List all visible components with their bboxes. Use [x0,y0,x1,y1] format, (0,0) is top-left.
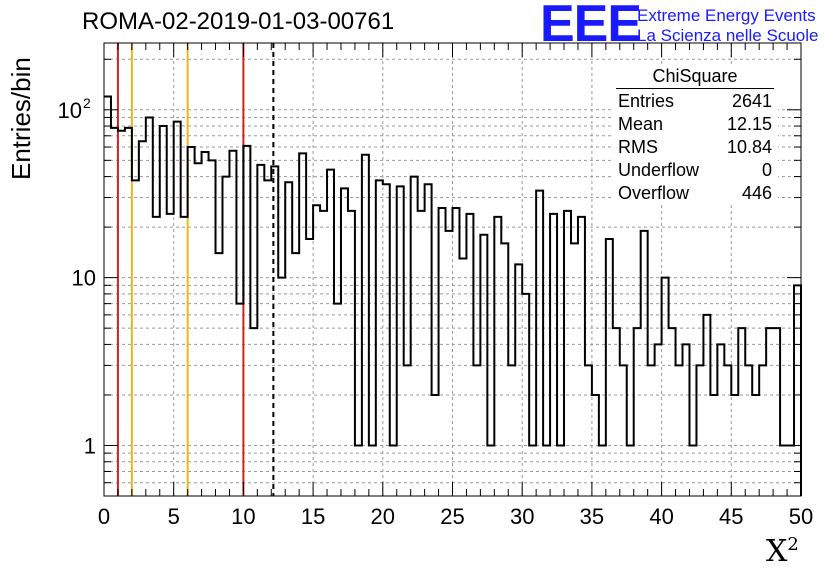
stats-label: Underflow [618,160,700,180]
stats-value: 446 [741,183,772,203]
stats-row-entries: Entries 2641 [612,90,778,113]
logo-line-1: Extreme Energy Events [637,6,816,25]
stats-value: 2641 [731,91,772,111]
x-tick-label: 10 [231,504,255,529]
x-tick-label: 25 [440,504,464,529]
stats-title: ChiSquare [616,66,774,89]
x-tick-label: 30 [510,504,534,529]
x-tick-label: 35 [580,504,604,529]
x-tick-label: 5 [168,504,180,529]
eee-logo: EEE [540,0,642,53]
x-tick-label: 40 [649,504,673,529]
x-tick-label: 45 [719,504,743,529]
x-tick-label: 15 [301,504,325,529]
stats-value: 12.15 [726,114,772,134]
y-tick-label-exponent: 2 [83,95,91,111]
x-tick-label: 20 [371,504,395,529]
stats-value: 10.84 [726,137,772,157]
histogram-series [104,95,802,496]
x-axis-label: X2 [766,534,799,569]
stats-box: ChiSquare Entries 2641 Mean 12.15 RMS 10.84… [612,66,778,205]
x-axis-label-sup: 2 [787,534,799,555]
y-tick-label: 10 [58,98,82,123]
stats-row-mean: Mean 12.15 [612,113,778,136]
y-tick-label: 10 [72,266,96,291]
stats-label: Overflow [618,183,690,203]
chart-title: ROMA-02-2019-01-03-00761 [82,8,395,35]
x-tick-label: 0 [98,504,110,529]
stats-row-underflow: Underflow 0 [612,159,778,182]
stats-row-rms: RMS 10.84 [612,136,778,159]
logo-line-2: La Scienza nelle Scuole [637,26,819,45]
stats-row-overflow: Overflow 446 [612,182,778,205]
stats-value: 0 [761,160,772,180]
x-tick-label: 50 [789,504,813,529]
x-axis-label-base: X [766,534,788,569]
y-tick-label: 1 [84,433,96,458]
stats-label: RMS [618,137,658,157]
stats-label: Mean [618,114,664,134]
stats-label: Entries [618,91,675,111]
